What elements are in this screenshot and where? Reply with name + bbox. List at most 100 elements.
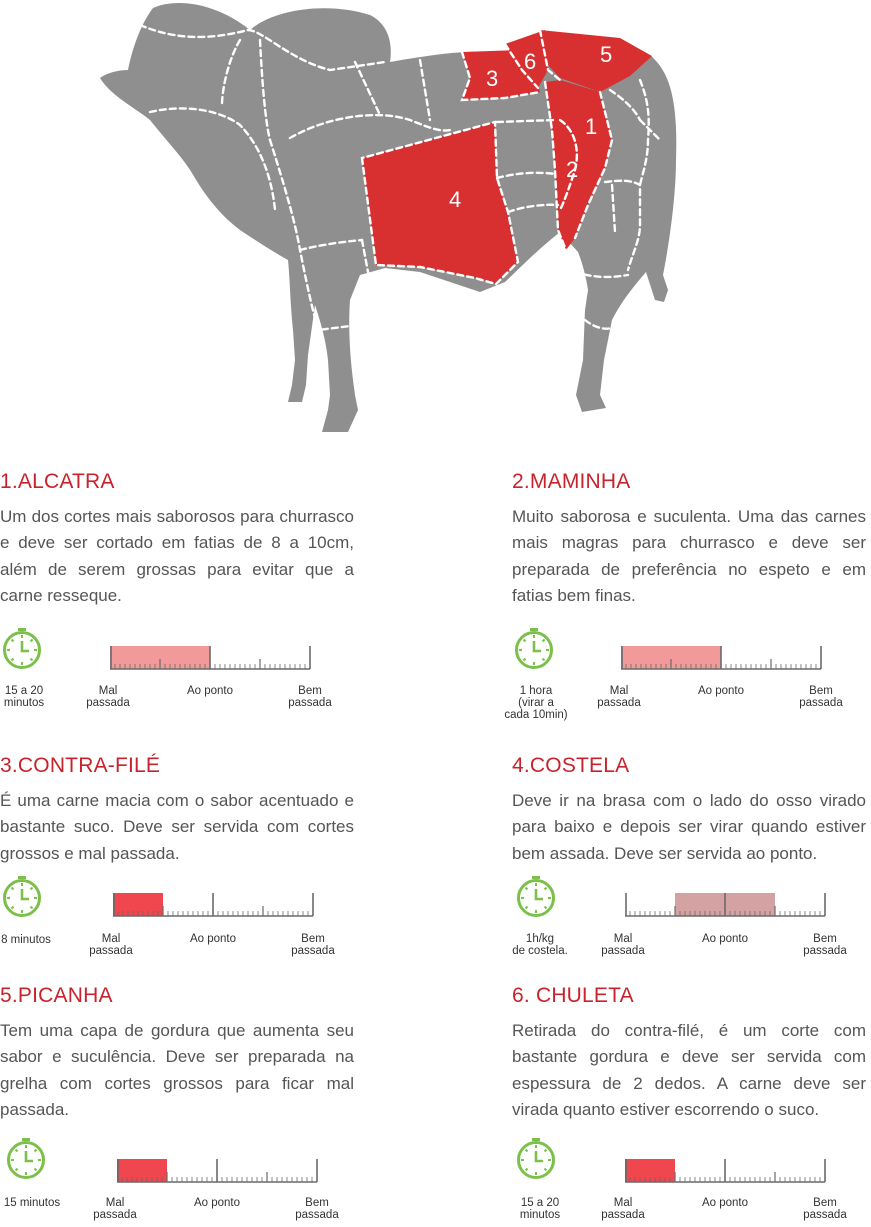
clock-icon xyxy=(517,1138,555,1179)
scale-ticks xyxy=(110,646,311,670)
scale-label-rare-word: passada xyxy=(89,945,133,957)
scale-label-rare-word: Mal xyxy=(98,685,118,697)
cut-title: 1.ALCATRA xyxy=(0,470,115,493)
doneness-range-fill xyxy=(621,646,721,669)
scale-label-well: Bem passada xyxy=(278,933,348,957)
scale-label-well-word: Bem xyxy=(305,1197,329,1209)
scale-label-well-word: Bem xyxy=(813,1197,837,1209)
cut-description: Muito saborosa e suculenta. Uma das carn… xyxy=(512,507,866,605)
scale-label-rare: Mal passada xyxy=(588,1197,658,1221)
scale-label-well-word: passada xyxy=(803,1209,847,1221)
cooking-time-line: 1h/kg xyxy=(525,933,555,945)
scale-label-rare-word: Mal xyxy=(613,933,633,945)
scale-label-medium: Ao ponto xyxy=(701,933,749,945)
scale-label-well-word: passada xyxy=(799,697,843,709)
beef-cuts-diagram: 1 2 3 4 5 6 xyxy=(100,3,677,432)
cut-title: 4.COSTELA xyxy=(512,754,630,777)
cut-description: Deve ir na brasa com o lado do osso vira… xyxy=(512,791,866,863)
scale-label-well: Bem passada xyxy=(275,685,345,709)
cut-number-5: 5 xyxy=(600,42,612,67)
cut-region-5 xyxy=(540,30,652,92)
cut-number-3: 3 xyxy=(486,66,498,91)
scale-label-rare: Mal passada xyxy=(73,685,143,709)
scale-label-rare-word: passada xyxy=(86,697,130,709)
scale-label-well-word: passada xyxy=(291,945,335,957)
cooking-time-line: 15 a 20 xyxy=(520,1197,560,1209)
doneness-scale xyxy=(117,1157,319,1191)
scale-label-rare-word: Mal xyxy=(609,685,629,697)
scale-label-rare-word: passada xyxy=(597,697,641,709)
scale-label-well: Bem passada xyxy=(282,1197,352,1221)
scale-label-well: Bem passada xyxy=(786,685,856,709)
clock-icon xyxy=(3,628,41,669)
cut-number-6: 6 xyxy=(524,49,536,74)
cooking-time: 15 a 20 minutos xyxy=(500,1197,580,1221)
scale-label-medium: Ao ponto xyxy=(189,933,237,945)
cooking-time-line: minutos xyxy=(519,1209,561,1221)
cut-title: 2.MAMINHA xyxy=(512,470,631,493)
cooking-time-line: (virar a xyxy=(518,697,554,709)
cooking-time: 1 hora (virar a cada 10min) xyxy=(496,685,576,721)
cut-outlines xyxy=(138,23,662,332)
scale-label-rare-word: Mal xyxy=(105,1197,125,1209)
scale-label-rare-word: Mal xyxy=(613,1197,633,1209)
cooking-time-line: cada 10min) xyxy=(504,709,568,721)
scale-label-rare-word: passada xyxy=(601,945,645,957)
cut-title: 3.CONTRA-FILÉ xyxy=(0,754,161,777)
scale-label-medium: Ao ponto xyxy=(697,685,745,697)
doneness-scale xyxy=(621,644,823,678)
cut-description: Um dos cortes mais saborosos para churra… xyxy=(0,507,354,605)
cut-region-4 xyxy=(362,122,518,284)
scale-label-medium: Ao ponto xyxy=(193,1197,241,1209)
scale-label-well-word: Bem xyxy=(301,933,325,945)
scale-label-rare: Mal passada xyxy=(76,933,146,957)
doneness-range-fill xyxy=(113,893,163,916)
scale-label-well-word: Bem xyxy=(809,685,833,697)
clock-icon xyxy=(515,628,553,669)
scale-label-rare-word: passada xyxy=(601,1209,645,1221)
cooking-time-line: 15 minutos xyxy=(3,1197,61,1209)
scale-label-medium: Ao ponto xyxy=(186,685,234,697)
doneness-scale xyxy=(110,644,312,678)
clock-icon xyxy=(7,1138,45,1179)
doneness-scale xyxy=(625,1157,827,1191)
scale-ticks xyxy=(117,1159,318,1183)
clock-icon xyxy=(3,876,41,917)
cooking-time: 1h/kg de costela. xyxy=(500,933,580,957)
scale-label-well-word: Bem xyxy=(813,933,837,945)
cut-number-2: 2 xyxy=(566,157,578,182)
doneness-scale xyxy=(113,891,315,925)
scale-label-well: Bem passada xyxy=(790,933,860,957)
cut-number-4: 4 xyxy=(449,187,461,212)
cut-description: Retirada do contra-filé, é um corte com … xyxy=(512,1021,866,1119)
cut-title: 5.PICANHA xyxy=(0,984,113,1007)
scale-label-rare: Mal passada xyxy=(80,1197,150,1221)
cooking-time-line: minutos xyxy=(3,697,45,709)
cooking-time-line: 15 a 20 xyxy=(4,685,44,697)
scale-label-rare-word: passada xyxy=(93,1209,137,1221)
scale-label-well-word: Bem xyxy=(298,685,322,697)
doneness-scale xyxy=(625,891,827,925)
cooking-time-line: 1 hora xyxy=(519,685,553,697)
scale-label-medium: Ao ponto xyxy=(701,1197,749,1209)
scale-ticks xyxy=(625,1159,826,1183)
scale-label-well: Bem passada xyxy=(790,1197,860,1221)
cut-description: É uma carne macia com o sabor acentuado … xyxy=(0,791,354,863)
scale-label-rare-word: Mal xyxy=(101,933,121,945)
cooking-time-line: de costela. xyxy=(512,945,568,957)
clock-icon xyxy=(517,876,555,917)
scale-ticks xyxy=(621,646,822,670)
scale-label-well-word: passada xyxy=(288,697,332,709)
cut-description: Tem uma capa de gordura que aumenta seu … xyxy=(0,1021,354,1119)
scale-label-well-word: passada xyxy=(803,945,847,957)
scale-label-rare: Mal passada xyxy=(584,685,654,709)
scale-ticks xyxy=(625,893,826,917)
scale-ticks xyxy=(113,893,314,917)
cooking-time-line: 8 minutos xyxy=(1,934,51,946)
doneness-range-fill xyxy=(110,646,210,669)
cooking-time: 15 a 20 minutos xyxy=(0,685,64,709)
cooking-time: 8 minutos xyxy=(0,934,66,946)
cut-title: 6. CHULETA xyxy=(512,984,634,1007)
cut-number-1: 1 xyxy=(585,114,597,139)
cut-region-6 xyxy=(505,30,548,88)
